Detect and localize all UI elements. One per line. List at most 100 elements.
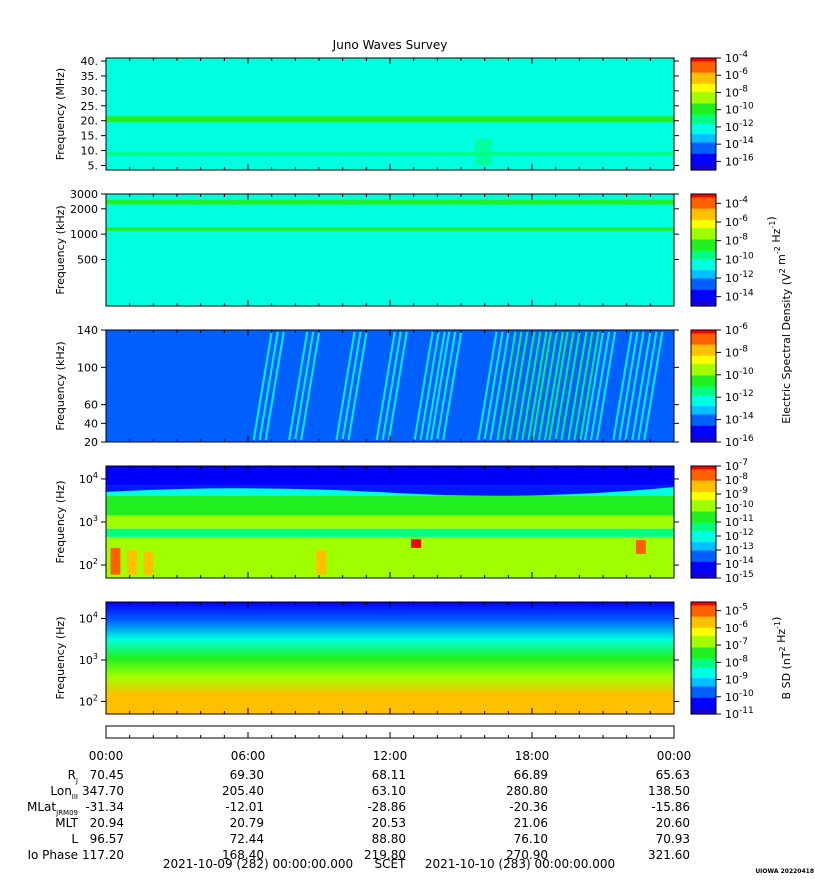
colorbar-cell: [691, 630, 716, 634]
colorbar-cell: [691, 341, 716, 345]
y-tick-label: 15.: [81, 130, 99, 143]
colorbar-cell: [691, 411, 716, 415]
colorbar-cell: [691, 100, 716, 104]
emission-band: [106, 227, 674, 231]
colorbar-cell: [691, 330, 716, 334]
ephemeris-value: 68.11: [372, 768, 406, 782]
colorbar-cell: [691, 83, 716, 87]
colorbar-cell: [691, 477, 716, 481]
colorbar-cell: [691, 63, 716, 67]
colorbar-cell: [691, 572, 716, 576]
y-tick-label: 103: [79, 514, 98, 529]
colorbar-frame: [690, 601, 717, 715]
ephemeris-value: 63.10: [372, 784, 406, 798]
b-spectral-density-label: B SD (nT2 Hz-1): [770, 617, 793, 700]
colorbar-cell: [691, 147, 716, 151]
ephemeris-value: 20.94: [90, 816, 124, 830]
y-tick-label: 5.: [88, 160, 99, 173]
colorbar-cell: [691, 516, 716, 520]
radio-burst: [425, 331, 446, 441]
hot-spot: [143, 552, 154, 575]
ephemeris-label: RJ: [68, 768, 78, 785]
time-label: 18:00: [515, 749, 550, 763]
colorbar-cell: [691, 618, 716, 623]
colorbar-cell: [691, 575, 716, 579]
y-tick-label: 30.: [81, 85, 99, 98]
colorbar-cell: [691, 386, 716, 390]
colorbar-cell: [691, 480, 716, 484]
colorbar-cell: [691, 604, 716, 609]
colorbar-cell: [691, 294, 716, 299]
spectrogram-panel-4: [106, 466, 674, 578]
y-axis-label: Frequency (MHz): [54, 68, 67, 160]
colorbar-cell: [691, 616, 716, 620]
radio-burst: [436, 331, 457, 441]
y-tick-label: 140: [77, 324, 98, 337]
colorbar-cell: [691, 114, 716, 118]
spectrogram-panel-1: [106, 58, 674, 170]
radio-burst: [631, 331, 652, 441]
colorbar-cell: [691, 708, 716, 712]
ephemeris-value: 76.10: [514, 832, 548, 846]
colorbar-cell: [691, 236, 716, 240]
colorbar-cell: [691, 558, 716, 562]
time-label: 00:00: [89, 749, 124, 763]
colorbar-cell: [691, 552, 716, 557]
footer-scet: SCET: [375, 857, 407, 871]
colorbar-cell: [691, 219, 716, 223]
radio-burst: [521, 331, 542, 441]
colorbar-cell: [691, 241, 716, 245]
radio-burst: [489, 331, 510, 441]
colorbar-cell: [691, 425, 716, 429]
ephemeris-value: 65.63: [656, 768, 690, 782]
colorbar-cell: [691, 488, 716, 492]
colorbar-cell: [691, 391, 716, 395]
colorbar-cell: [691, 602, 716, 606]
colorbar-cell: [691, 202, 716, 206]
ephemeris-value: 20.53: [372, 816, 406, 830]
y-tick-label: 40.: [81, 55, 99, 68]
radio-burst: [496, 331, 517, 441]
colorbar-cell: [691, 210, 716, 215]
radio-burst: [508, 331, 529, 441]
colorbar-cell: [691, 69, 716, 73]
colorbar-cell: [691, 499, 716, 503]
colorbar-cell: [691, 505, 716, 509]
colorbar-cell: [691, 91, 716, 95]
colorbar-cell: [691, 153, 716, 157]
colorbar-cell: [691, 405, 716, 409]
colorbar-cell: [691, 261, 716, 265]
ephemeris-value: 66.89: [514, 768, 548, 782]
radio-burst: [612, 331, 633, 441]
radio-burst: [477, 331, 498, 441]
ephemeris-value: 205.40: [222, 784, 264, 798]
colorbar-cell: [691, 705, 716, 709]
ephemeris-value: -28.86: [367, 800, 406, 814]
radio-burst: [341, 331, 362, 441]
radio-burst: [515, 331, 536, 441]
colorbar-cell: [691, 94, 716, 98]
colorbar-tick-label: 10-10: [725, 102, 754, 117]
colorbar-frame: [690, 193, 717, 307]
colorbar-tick-label: 10-4: [725, 195, 748, 210]
radio-burst: [347, 331, 368, 441]
colorbar-tick-label: 10-12: [725, 119, 754, 134]
y-tick-label: 20: [84, 436, 98, 449]
colorbar-cell: [691, 380, 716, 384]
colorbar-cell: [691, 222, 716, 226]
colorbar-cell: [691, 700, 716, 704]
colorbar-cell: [691, 510, 716, 515]
ephemeris-label: L: [71, 832, 78, 846]
ephemeris-value: 72.44: [230, 832, 264, 846]
radio-burst: [413, 331, 434, 441]
radio-burst: [567, 331, 588, 441]
colorbar-cell: [691, 688, 716, 693]
colorbar-tick-label: 10-12: [725, 270, 754, 285]
colorbar-cell: [691, 303, 716, 307]
colorbar-cell: [691, 555, 716, 559]
radio-burst: [560, 331, 581, 441]
colorbar-cell: [691, 394, 716, 398]
colorbar-cell: [691, 125, 716, 129]
ephemeris-value: 138.50: [648, 784, 690, 798]
